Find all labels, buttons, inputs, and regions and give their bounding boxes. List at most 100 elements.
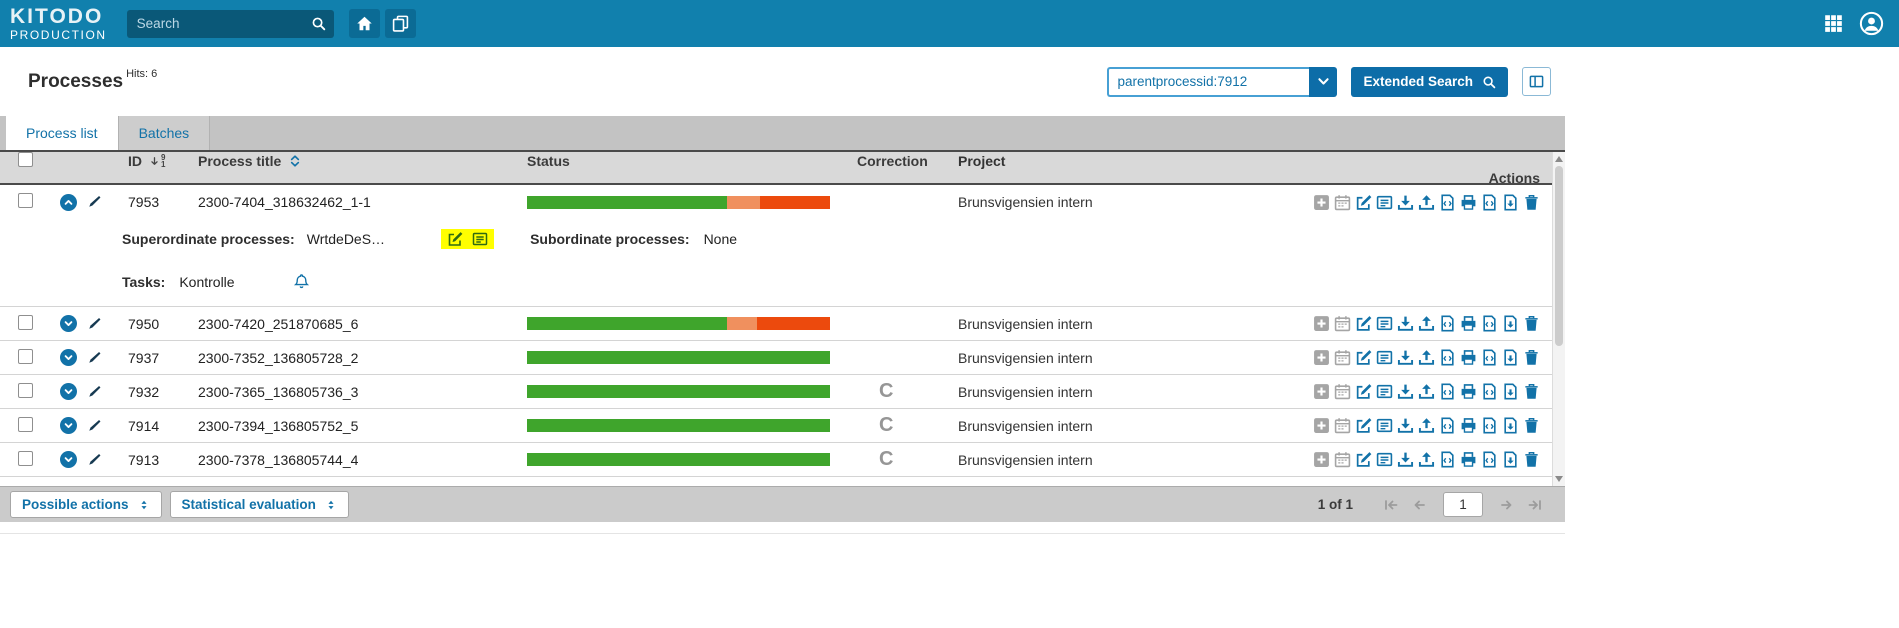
upload-icon[interactable] [1418, 417, 1435, 434]
header-process-title[interactable]: Process title [186, 153, 518, 169]
row-checkbox[interactable] [18, 416, 33, 432]
edit-metadata-icon[interactable] [447, 231, 463, 247]
delete-icon[interactable] [1523, 417, 1540, 434]
delete-icon[interactable] [1523, 383, 1540, 400]
export-file-icon[interactable] [1502, 315, 1519, 332]
calendar-icon[interactable] [1334, 383, 1351, 400]
sort-numeric-icon[interactable]: 9 1 [149, 154, 165, 169]
expand-row-button[interactable] [60, 417, 77, 434]
quick-edit-icon[interactable] [87, 419, 101, 433]
tab-process-list[interactable]: Process list [6, 116, 118, 150]
row-checkbox[interactable] [18, 382, 33, 398]
table-scrollbar[interactable] [1552, 152, 1565, 486]
add-child-icon[interactable] [1313, 315, 1330, 332]
xml-log-icon[interactable] [1481, 451, 1498, 468]
statistical-evaluation-button[interactable]: Statistical evaluation [169, 491, 349, 518]
task-details-icon[interactable] [1376, 315, 1393, 332]
export-file-icon[interactable] [1502, 417, 1519, 434]
add-child-icon[interactable] [1313, 417, 1330, 434]
expand-row-button[interactable] [60, 451, 77, 468]
print-icon[interactable] [1460, 383, 1477, 400]
edit-metadata-icon[interactable] [1355, 417, 1372, 434]
export-xml-icon[interactable] [1439, 194, 1456, 211]
task-details-icon[interactable] [1376, 194, 1393, 211]
edit-metadata-icon[interactable] [1355, 194, 1372, 211]
header-id[interactable]: ID 9 1 [128, 153, 166, 169]
split-view-button[interactable] [1522, 67, 1551, 96]
print-icon[interactable] [1460, 194, 1477, 211]
search-icon[interactable] [311, 16, 326, 31]
tab-batches[interactable]: Batches [117, 116, 211, 150]
download-icon[interactable] [1397, 349, 1414, 366]
global-search-input[interactable] [126, 9, 334, 38]
bell-icon[interactable] [293, 273, 310, 290]
task-details-icon[interactable] [1376, 417, 1393, 434]
task-details-icon[interactable] [1376, 451, 1393, 468]
upload-icon[interactable] [1418, 315, 1435, 332]
xml-log-icon[interactable] [1481, 349, 1498, 366]
previous-page-icon[interactable] [1411, 497, 1427, 513]
xml-log-icon[interactable] [1481, 417, 1498, 434]
scroll-up-arrow[interactable] [1555, 156, 1563, 162]
delete-icon[interactable] [1523, 315, 1540, 332]
export-file-icon[interactable] [1502, 383, 1519, 400]
add-child-icon[interactable] [1313, 383, 1330, 400]
task-details-icon[interactable] [1376, 349, 1393, 366]
superordinate-value[interactable]: WrtdeDeS… [306, 231, 386, 247]
calendar-icon[interactable] [1334, 315, 1351, 332]
possible-actions-button[interactable]: Possible actions [10, 491, 162, 518]
calendar-icon[interactable] [1334, 194, 1351, 211]
row-checkbox[interactable] [18, 348, 33, 364]
upload-icon[interactable] [1418, 383, 1435, 400]
delete-icon[interactable] [1523, 451, 1540, 468]
scrollbar-thumb[interactable] [1555, 166, 1563, 346]
home-button[interactable] [348, 9, 380, 38]
extended-search-button[interactable]: Extended Search [1351, 66, 1508, 97]
expand-row-button[interactable] [60, 315, 77, 332]
calendar-icon[interactable] [1334, 451, 1351, 468]
delete-icon[interactable] [1523, 349, 1540, 366]
expand-row-button[interactable] [60, 383, 77, 400]
edit-metadata-icon[interactable] [1355, 383, 1372, 400]
duplicate-button[interactable] [384, 9, 416, 38]
calendar-icon[interactable] [1334, 417, 1351, 434]
download-icon[interactable] [1397, 383, 1414, 400]
export-file-icon[interactable] [1502, 451, 1519, 468]
quick-edit-icon[interactable] [87, 385, 101, 399]
page-number-input[interactable] [1443, 492, 1483, 517]
add-child-icon[interactable] [1313, 451, 1330, 468]
task-details-icon[interactable] [472, 231, 488, 247]
download-icon[interactable] [1397, 194, 1414, 211]
expand-row-button[interactable] [60, 193, 77, 211]
print-icon[interactable] [1460, 315, 1477, 332]
expand-row-button[interactable] [60, 349, 77, 366]
upload-icon[interactable] [1418, 451, 1435, 468]
download-icon[interactable] [1397, 451, 1414, 468]
add-child-icon[interactable] [1313, 194, 1330, 211]
add-child-icon[interactable] [1313, 349, 1330, 366]
export-file-icon[interactable] [1502, 194, 1519, 211]
row-checkbox[interactable] [18, 450, 33, 466]
print-icon[interactable] [1460, 417, 1477, 434]
download-icon[interactable] [1397, 315, 1414, 332]
row-checkbox[interactable] [18, 193, 33, 208]
export-file-icon[interactable] [1502, 349, 1519, 366]
quick-edit-icon[interactable] [87, 317, 101, 331]
calendar-icon[interactable] [1334, 349, 1351, 366]
filter-input[interactable] [1107, 66, 1310, 97]
xml-log-icon[interactable] [1481, 315, 1498, 332]
last-page-icon[interactable] [1527, 497, 1543, 513]
export-xml-icon[interactable] [1439, 417, 1456, 434]
export-xml-icon[interactable] [1439, 451, 1456, 468]
row-checkbox[interactable] [18, 314, 33, 330]
export-xml-icon[interactable] [1439, 383, 1456, 400]
first-page-icon[interactable] [1383, 497, 1399, 513]
upload-icon[interactable] [1418, 194, 1435, 211]
next-page-icon[interactable] [1499, 497, 1515, 513]
print-icon[interactable] [1460, 349, 1477, 366]
sort-updown-icon[interactable] [288, 154, 302, 168]
filter-dropdown-button[interactable] [1309, 66, 1338, 97]
quick-edit-icon[interactable] [87, 351, 101, 365]
print-icon[interactable] [1460, 451, 1477, 468]
quick-edit-icon[interactable] [87, 195, 101, 209]
